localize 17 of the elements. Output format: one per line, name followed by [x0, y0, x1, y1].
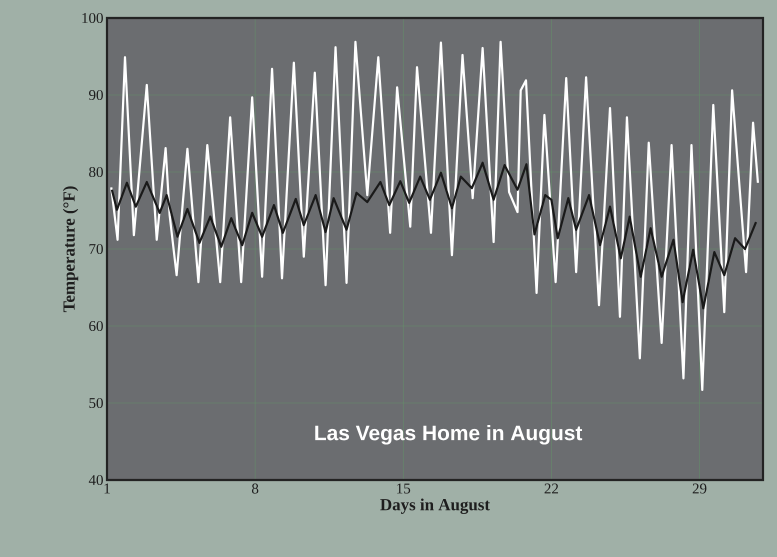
x-tick-label: 8 [252, 484, 258, 494]
line-series [110, 162, 758, 310]
line-series [110, 40, 760, 392]
y-tick-label: 100 [82, 12, 103, 24]
x-tick-label: 1 [104, 484, 110, 494]
y-tick-label: 40 [88, 474, 103, 486]
text: Las Vegas Home in August [315, 424, 582, 445]
x-axis-title: Days in August [380, 498, 490, 514]
y-tick-label: 60 [89, 320, 103, 332]
x-tick-label: 22 [544, 484, 558, 494]
y-tick-label: 50 [89, 398, 103, 408]
y-tick-label: 80 [89, 166, 103, 178]
x-tick-label: 15 [397, 484, 410, 494]
y-tick-label: 90 [89, 90, 103, 100]
y-axis-title: Temperature (°F) [62, 186, 78, 312]
y-tick-label: 70 [90, 244, 103, 254]
x-tick-label: 29 [692, 484, 706, 494]
